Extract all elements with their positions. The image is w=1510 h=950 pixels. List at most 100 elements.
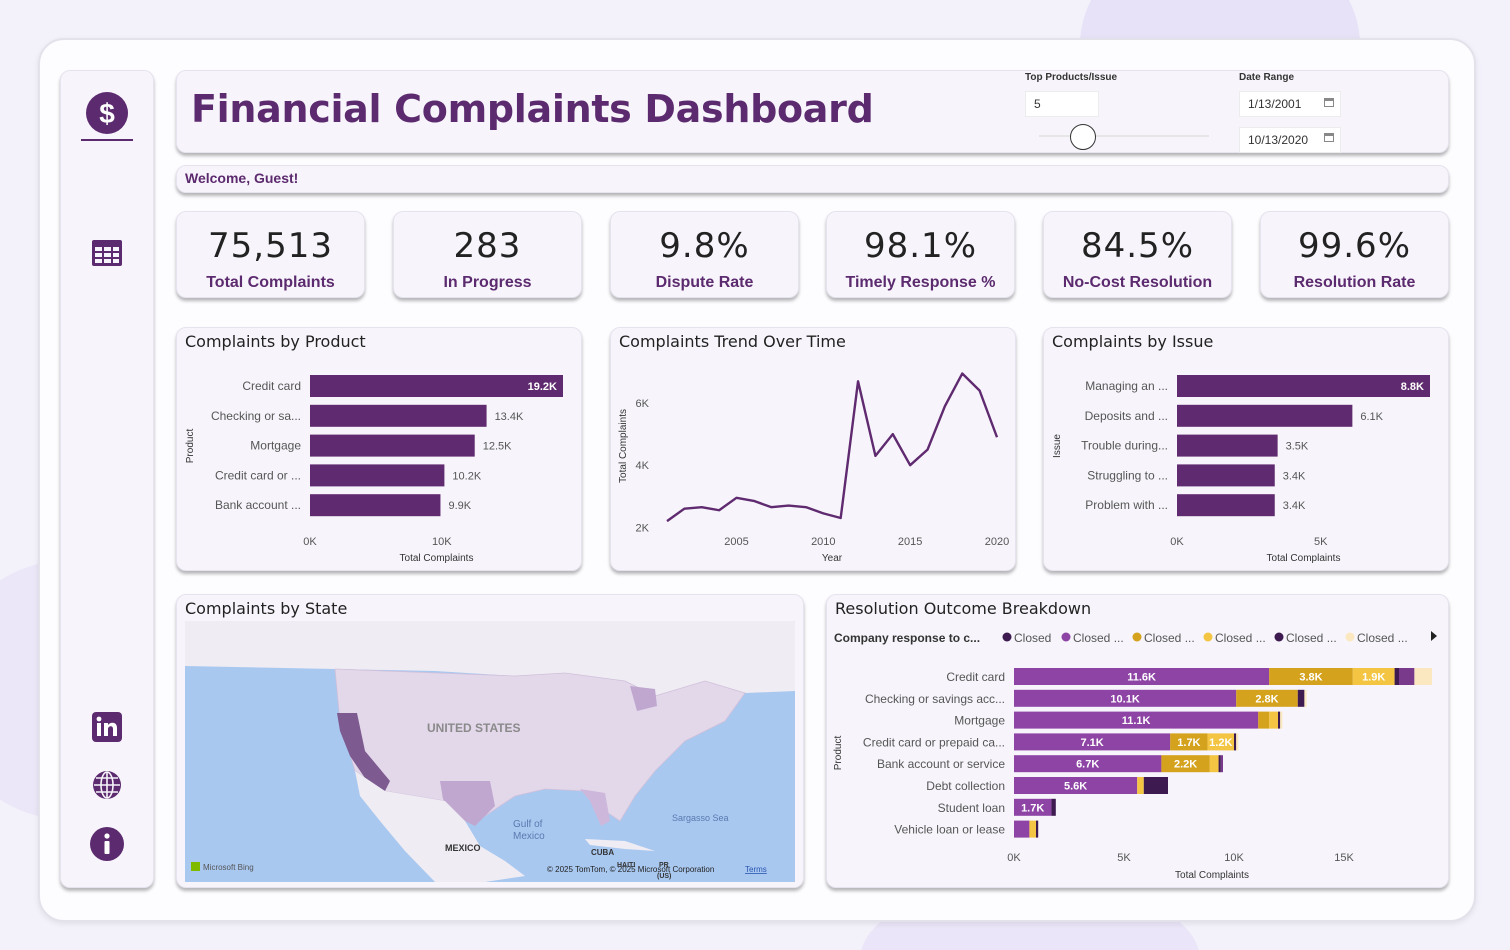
legend-next-icon[interactable] [1431, 631, 1437, 641]
bar-segment[interactable] [1014, 668, 1270, 685]
category-label: Struggling to ... [1087, 468, 1168, 482]
bar-segment[interactable] [1014, 733, 1171, 751]
top-products-slider-track[interactable] [1039, 135, 1209, 137]
bar[interactable] [310, 494, 441, 517]
bar[interactable] [1177, 434, 1278, 457]
legend-swatch[interactable] [1274, 632, 1284, 642]
bar-segment[interactable] [1137, 777, 1144, 794]
bar-segment[interactable] [1051, 798, 1056, 816]
bar-segment[interactable] [1269, 711, 1278, 729]
table-icon[interactable] [91, 239, 123, 267]
bar-segment[interactable] [1209, 755, 1219, 773]
category-label: Mortgage [954, 714, 1005, 728]
bar-segment[interactable] [1014, 689, 1237, 707]
bar-segment[interactable] [1399, 668, 1415, 685]
bar-segment[interactable] [1029, 820, 1036, 838]
legend-swatch[interactable] [1002, 632, 1012, 642]
bar-segment[interactable] [1036, 820, 1039, 838]
legend-label[interactable]: Closed ... [1073, 631, 1124, 645]
bar[interactable] [310, 404, 487, 427]
chart-title: Complaints by State [185, 599, 348, 618]
us-state-map[interactable]: UNITED STATES Gulf of Mexico Sargasso Se… [185, 621, 795, 882]
active-underline [81, 139, 133, 141]
kpi-label: In Progress [443, 274, 532, 291]
map-label-gulf-2: Mexico [513, 831, 545, 842]
bar[interactable] [1177, 375, 1430, 397]
globe-icon[interactable] [91, 769, 123, 801]
category-label: Bank account or service [877, 757, 1005, 771]
bar[interactable] [310, 464, 445, 487]
bar-segment[interactable] [1220, 755, 1223, 773]
legend-swatch[interactable] [1061, 632, 1071, 642]
bing-label: Microsoft Bing [203, 863, 254, 872]
resolution-chart-card: Resolution Outcome Breakdown Company res… [826, 594, 1449, 888]
bar[interactable] [1177, 464, 1275, 487]
bar-segment[interactable] [1304, 689, 1307, 707]
legend-swatch[interactable] [1203, 632, 1213, 642]
bar-segment[interactable] [1414, 668, 1432, 685]
legend-label[interactable]: Closed ... [1144, 631, 1195, 645]
bar[interactable] [310, 375, 563, 397]
bar-segment[interactable] [1218, 755, 1221, 773]
bar-segment[interactable] [1014, 777, 1138, 794]
kpi-label: Resolution Rate [1293, 274, 1416, 291]
x-axis-label: Total Complaints [1267, 553, 1341, 564]
x-tick-label: 0K [303, 536, 317, 548]
kpi-no-cost-resolution: 84.5% No-Cost Resolution [1043, 211, 1232, 298]
welcome-banner: Welcome, Guest! [176, 165, 1449, 193]
top-products-input[interactable]: 5 [1025, 91, 1099, 117]
kpi-in-progress: 283 In Progress [393, 211, 582, 298]
data-label: 3.8K [1299, 672, 1322, 684]
page-title: Financial Complaints Dashboard [191, 87, 874, 131]
bar[interactable] [310, 434, 475, 457]
legend-label[interactable]: Closed ... [1357, 631, 1408, 645]
bar-segment[interactable] [1014, 820, 1030, 838]
legend-label[interactable]: Closed ... [1286, 631, 1337, 645]
sidebar: $ [60, 70, 154, 888]
calendar-icon[interactable] [1324, 98, 1334, 107]
y-tick-label: 4K [636, 460, 650, 472]
map-terms-link[interactable]: Terms [745, 865, 767, 874]
bar-segment[interactable] [1258, 711, 1270, 729]
calendar-icon[interactable] [1324, 133, 1334, 142]
dollar-icon[interactable]: $ [85, 91, 129, 135]
legend-swatch[interactable] [1132, 632, 1142, 642]
bar-segment[interactable] [1278, 711, 1281, 729]
kpi-label: Timely Response % [845, 274, 996, 291]
trend-line[interactable] [666, 372, 999, 523]
bar-segment[interactable] [1297, 689, 1305, 707]
bar[interactable] [1177, 494, 1275, 517]
bar-segment[interactable] [1269, 668, 1353, 685]
bar-segment[interactable] [1143, 777, 1168, 794]
bar-segment[interactable] [1280, 711, 1283, 729]
welcome-text: Welcome, Guest! [185, 170, 299, 186]
bar-segment[interactable] [1394, 668, 1399, 685]
bar[interactable] [1177, 404, 1353, 427]
chart-title: Complaints Trend Over Time [619, 332, 846, 351]
top-products-slider-handle[interactable] [1070, 124, 1096, 150]
kpi-label: Dispute Rate [655, 274, 754, 291]
legend-label[interactable]: Closed [1014, 631, 1051, 645]
info-icon[interactable] [89, 826, 125, 862]
x-tick-label: 2005 [724, 536, 748, 548]
map-attribution: © 2025 TomTom, © 2025 Microsoft Corporat… [547, 865, 714, 874]
bar-segment[interactable] [1352, 668, 1395, 685]
bar-segment[interactable] [1170, 733, 1208, 751]
bar-segment[interactable] [1207, 733, 1234, 751]
bar-segment[interactable] [1014, 798, 1052, 816]
bar-segment[interactable] [1161, 755, 1210, 773]
legend-label[interactable]: Closed ... [1215, 631, 1266, 645]
category-label: Checking or savings acc... [865, 692, 1005, 706]
bar-segment[interactable] [1234, 733, 1237, 751]
kpi-value: 98.1% [863, 226, 977, 266]
bar-segment[interactable] [1014, 755, 1162, 773]
chart-title: Complaints by Product [185, 332, 366, 351]
bar-segment[interactable] [1236, 733, 1239, 751]
legend-swatch[interactable] [1345, 632, 1355, 642]
data-label: 6.1K [1360, 411, 1383, 423]
bar-segment[interactable] [1236, 689, 1298, 707]
category-label: Mortgage [250, 439, 301, 453]
linkedin-icon[interactable] [91, 711, 123, 743]
bar-segment[interactable] [1014, 711, 1259, 729]
data-label: 3.4K [1283, 470, 1306, 482]
